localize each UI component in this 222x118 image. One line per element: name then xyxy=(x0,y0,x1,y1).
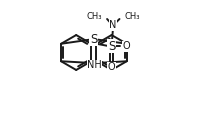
Text: O: O xyxy=(108,62,116,72)
Text: S: S xyxy=(108,40,115,53)
Text: N: N xyxy=(109,21,117,30)
Text: S: S xyxy=(90,33,98,46)
Text: CH₃: CH₃ xyxy=(87,12,102,21)
Text: CH₃: CH₃ xyxy=(124,12,140,21)
Text: NH: NH xyxy=(87,60,102,70)
Text: O: O xyxy=(122,41,130,51)
